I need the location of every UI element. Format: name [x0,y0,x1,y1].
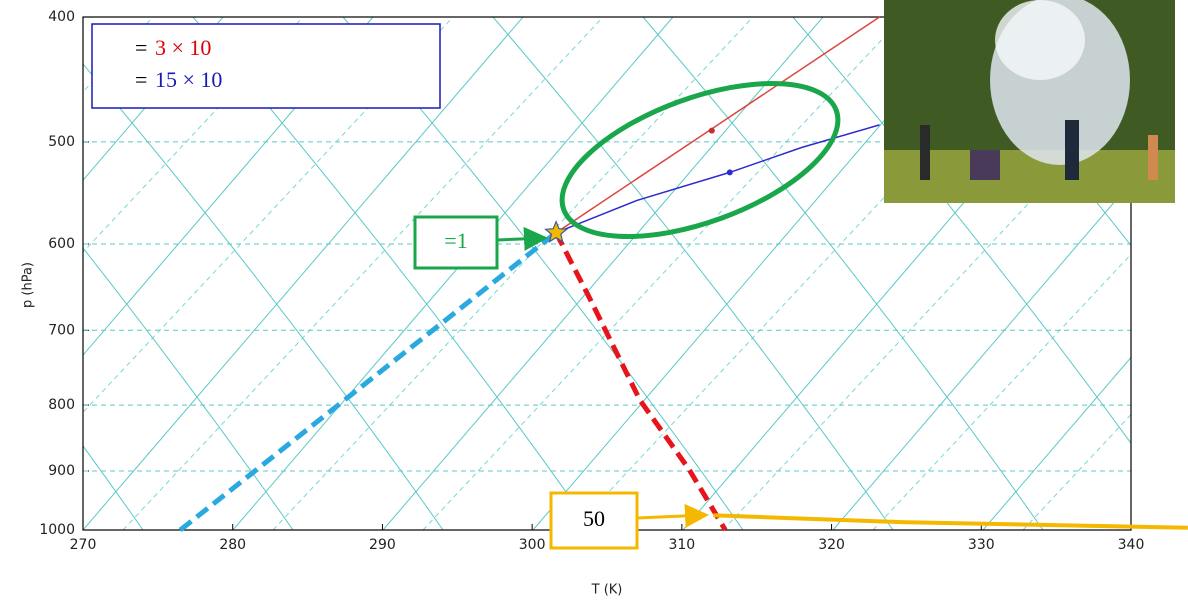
annotation-text: 3 × 10 [155,35,211,60]
isotherm [0,17,73,530]
photo-person [970,150,1000,180]
annotation-text: 15 × 10 [155,67,222,92]
x-tick-label: 300 [519,537,546,553]
annotation-text: =1 [444,228,467,253]
x-tick-label: 270 [70,537,97,553]
dry-adiabat [83,445,144,530]
series [178,16,1188,532]
isotherm [382,17,824,530]
mixing-line [1022,413,1131,530]
series-line [555,16,880,234]
y-tick-label: 500 [48,134,75,150]
x-axis-label: T (K) [591,583,623,598]
x-tick-label: 290 [369,537,396,553]
dry-adiabat [642,17,1044,530]
series-line [713,513,1188,530]
annotation-box [413,215,499,270]
annotation-box [91,23,441,109]
series-line [178,230,558,532]
annotation-prefix: = [135,67,147,92]
photo-smoke [995,0,1085,80]
mixing-line [422,17,904,530]
isotherm [83,17,524,530]
photo [884,0,1175,203]
isotherm [982,356,1131,530]
dry-adiabat [83,247,294,530]
dry-adiabat [792,17,1131,445]
y-tick-label: 600 [48,236,75,252]
x-tick-label: 310 [668,537,695,553]
annotation-arrow [636,503,709,528]
photo-person [1065,120,1079,180]
mixing-line [1173,17,1188,530]
photo-person [1148,135,1158,180]
x-tick-label: 340 [1118,537,1145,553]
series-line [553,231,728,532]
x-tick-label: 320 [818,537,845,553]
y-tick-label: 900 [48,463,75,479]
x-tick-label: 280 [219,537,246,553]
y-tick-label: 1000 [39,522,75,538]
mixing-line [872,253,1131,530]
annotation-prefix: = [135,35,147,60]
x-tick-label: 330 [968,537,995,553]
dry-adiabat [492,17,894,530]
annotations: = 3 × 10 = 15 × 10 =1 50 [135,35,605,531]
y-tick-label: 400 [48,9,75,25]
photo-ground [884,150,1175,203]
star-marker [544,220,569,243]
y-tick-label: 800 [48,397,75,413]
annotation-text: 50 [583,506,605,531]
isotherm [832,181,1131,530]
point-marker [708,127,715,134]
annotation-arrow [496,226,548,251]
mixing-line [122,17,604,530]
photo-person [920,125,930,180]
isotherm [232,17,674,530]
annotation-box [549,491,639,550]
y-tick-label: 700 [48,322,75,338]
mixing-line [0,17,3,530]
highlight-ellipse [559,80,841,240]
point-marker [726,169,733,176]
y-axis-label: p (hPa) [21,262,36,308]
